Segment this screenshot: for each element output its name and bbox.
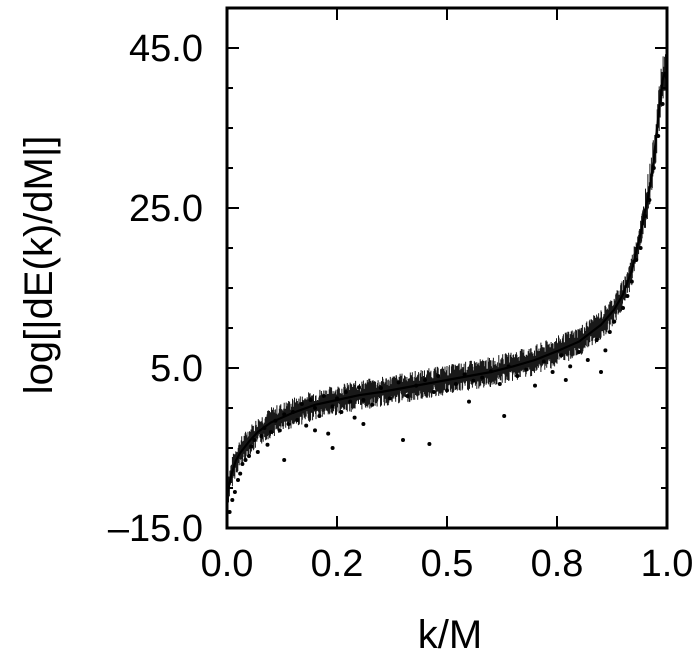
- data-point: [431, 390, 436, 394]
- data-point: [269, 430, 273, 434]
- data-point: [524, 367, 529, 372]
- x-tick-label: 0.2: [311, 543, 364, 585]
- data-point: [453, 382, 458, 386]
- data-point: [295, 418, 300, 422]
- y-axis-label: log[|dE(k)/dM|]: [17, 136, 61, 395]
- data-point: [277, 428, 282, 433]
- data-point: [379, 386, 383, 390]
- data-point: [603, 348, 608, 353]
- noise-band-path: [226, 54, 668, 506]
- y-tick-label: 45.0: [129, 28, 203, 70]
- data-point: [352, 415, 357, 420]
- data-point: [238, 471, 243, 476]
- x-tick-label: 0.5: [421, 543, 474, 585]
- data-point: [247, 454, 251, 458]
- data-point: [259, 434, 264, 438]
- data-point: [599, 370, 603, 374]
- data-point: [607, 330, 612, 334]
- data-point: [594, 338, 599, 342]
- data-point: [502, 414, 507, 418]
- data-point: [467, 399, 471, 404]
- y-tick-label: –15.0: [108, 508, 203, 550]
- data-point: [227, 510, 232, 514]
- data-point: [282, 458, 287, 462]
- data-point: [232, 490, 237, 494]
- plot-frame: [225, 6, 669, 530]
- data-point: [240, 462, 245, 466]
- data-point: [249, 444, 254, 449]
- data-point: [585, 358, 590, 362]
- data-point: [361, 422, 366, 426]
- data-point: [230, 498, 235, 502]
- data-point: [330, 404, 335, 409]
- data-point: [330, 446, 335, 450]
- series-line: [225, 71, 669, 497]
- data-point: [317, 414, 322, 418]
- data-point: [515, 374, 520, 378]
- data-point: [236, 478, 240, 482]
- data-point: [304, 423, 309, 428]
- axis-ticks: [226, 7, 668, 529]
- x-axis-label: k/M: [418, 613, 482, 657]
- data-point: [252, 438, 257, 442]
- data-point: [436, 374, 441, 378]
- data-point: [480, 375, 485, 380]
- data-point: [299, 402, 304, 406]
- data-point: [255, 450, 260, 454]
- data-point: [361, 398, 366, 402]
- data-point: [343, 390, 348, 394]
- data-point: [559, 353, 564, 358]
- data-point: [308, 398, 313, 402]
- data-point: [462, 372, 467, 377]
- data-point: [497, 382, 502, 386]
- data-point: [423, 378, 427, 382]
- data-point: [326, 431, 331, 436]
- x-tick-label: 0.0: [201, 543, 254, 585]
- data-point: [313, 428, 317, 433]
- data-point: [243, 458, 248, 462]
- data-point: [401, 438, 405, 442]
- data-point: [612, 319, 617, 324]
- data-point: [625, 294, 630, 298]
- data-point: [286, 422, 291, 426]
- data-point: [405, 394, 410, 398]
- data-point: [313, 406, 317, 410]
- data-point: [348, 399, 353, 404]
- data-point: [339, 410, 344, 414]
- y-tick-label: 25.0: [129, 188, 203, 230]
- data-point: [629, 279, 634, 284]
- noise-band: [226, 54, 668, 506]
- data-point: [568, 364, 573, 369]
- scatter-points: [227, 102, 665, 514]
- data-point: [541, 359, 546, 364]
- data-point: [265, 442, 270, 447]
- data-point: [660, 102, 665, 106]
- data-point: [370, 402, 375, 407]
- data-point: [621, 306, 625, 310]
- data-point: [563, 378, 568, 382]
- data-point: [387, 396, 392, 401]
- data-point: [550, 370, 555, 374]
- data-point: [321, 394, 326, 398]
- x-tick-label: 1.0: [641, 543, 694, 585]
- tick-labels: 0.0 0.2 0.5 0.8 1.0 –15.0 5.0 25.0 45.0: [108, 28, 694, 585]
- data-point: [396, 380, 401, 385]
- data-point: [445, 388, 449, 393]
- data-point: [427, 442, 432, 446]
- data-point: [357, 385, 361, 390]
- x-tick-label: 0.8: [531, 543, 584, 585]
- y-tick-label: 5.0: [150, 348, 203, 390]
- data-point: [533, 383, 537, 388]
- data-point: [471, 378, 476, 383]
- data-point: [638, 246, 643, 250]
- data-point: [577, 350, 581, 354]
